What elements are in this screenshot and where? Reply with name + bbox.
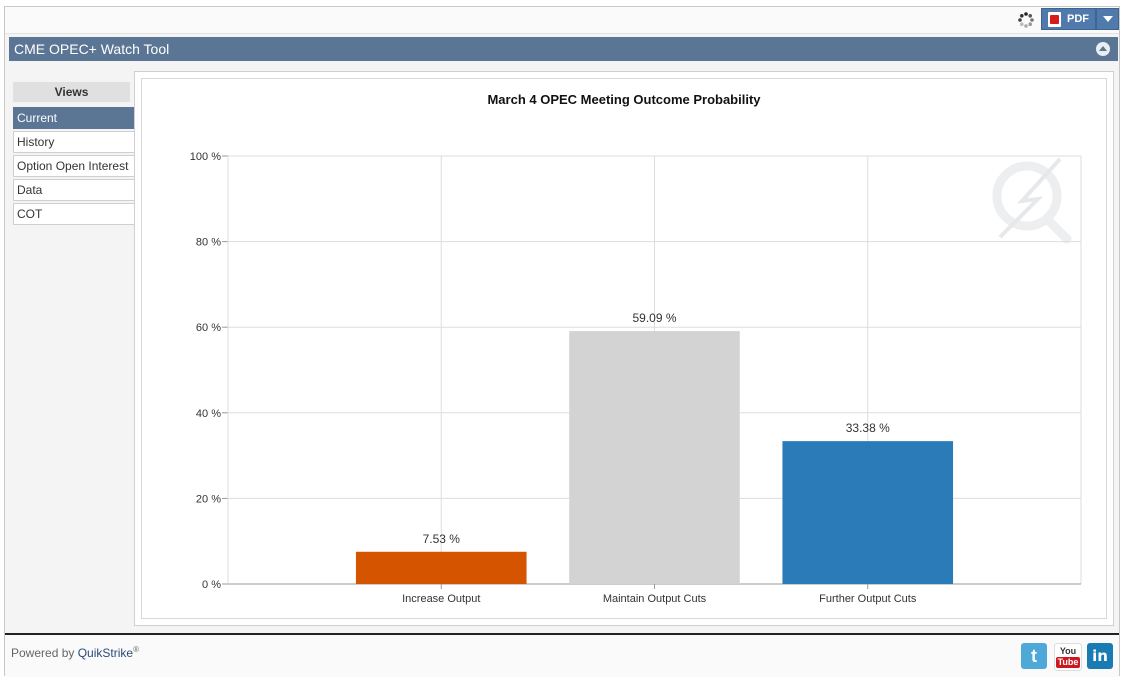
linkedin-icon[interactable]: in xyxy=(1087,643,1113,669)
bar xyxy=(569,331,740,584)
y-tick-label: 60 % xyxy=(196,322,221,334)
views-nav: Current History Option Open Interest Dat… xyxy=(13,107,135,227)
probability-chart: March 4 OPEC Meeting Outcome Probability… xyxy=(190,92,1082,605)
chart-bars: 7.53 % 59.09 % 33.38 % xyxy=(355,311,954,584)
tool-title: CME OPEC+ Watch Tool xyxy=(14,41,170,57)
quikstrike-watermark-icon xyxy=(992,157,1072,244)
nav-item-current[interactable]: Current xyxy=(13,107,135,129)
top-toolbar: PDF xyxy=(5,7,1119,34)
bar-value-label: 59.09 % xyxy=(632,311,676,325)
x-tick-label: Increase Output xyxy=(402,593,480,605)
nav-item-cot[interactable]: COT xyxy=(13,203,135,225)
powered-by-prefix: Powered by xyxy=(11,646,78,660)
collapse-button[interactable] xyxy=(1096,42,1110,56)
y-tick-label: 0 % xyxy=(202,579,221,591)
x-tick-label: Maintain Output Cuts xyxy=(603,593,707,605)
chevron-up-icon xyxy=(1099,46,1107,51)
nav-item-option-open-interest[interactable]: Option Open Interest xyxy=(13,155,135,177)
x-tick-label: Further Output Cuts xyxy=(819,593,917,605)
quikstrike-link[interactable]: QuikStrike xyxy=(77,646,134,660)
views-heading: Views xyxy=(13,82,130,102)
y-axis-labels: 0 % 20 % 40 % 60 % 80 % 100 % xyxy=(190,151,221,591)
bar-value-label: 7.53 % xyxy=(423,532,461,546)
y-tick-label: 100 % xyxy=(190,151,221,163)
pdf-file-icon xyxy=(1048,11,1061,27)
bar xyxy=(355,551,527,584)
bar xyxy=(782,441,954,584)
y-tick-label: 80 % xyxy=(196,237,221,249)
registered-mark: ® xyxy=(133,645,139,654)
chart-panel: March 4 OPEC Meeting Outcome Probability… xyxy=(134,71,1114,626)
pdf-options-dropdown-button[interactable] xyxy=(1096,8,1119,30)
linkedin-glyph: in xyxy=(1092,647,1108,665)
twitter-glyph: t xyxy=(1031,645,1037,666)
tool-title-bar: CME OPEC+ Watch Tool xyxy=(9,37,1118,61)
footer: Powered by QuikStrike® t You Tube in xyxy=(5,633,1119,677)
y-tick-label: 40 % xyxy=(196,408,221,420)
chart-title: March 4 OPEC Meeting Outcome Probability xyxy=(487,92,761,107)
chart-frame: March 4 OPEC Meeting Outcome Probability… xyxy=(141,78,1107,619)
nav-item-data[interactable]: Data xyxy=(13,179,135,201)
chevron-down-icon xyxy=(1102,16,1113,22)
y-tick-label: 20 % xyxy=(196,493,221,505)
x-axis-labels: Increase Output Maintain Output Cuts Furth… xyxy=(402,584,917,605)
youtube-you-text: You xyxy=(1059,645,1077,656)
pdf-button-label: PDF xyxy=(1067,13,1089,25)
twitter-icon[interactable]: t xyxy=(1021,643,1047,669)
app-frame: PDF CME OPEC+ Watch Tool Views Current H… xyxy=(4,6,1120,677)
youtube-tube-text: Tube xyxy=(1055,656,1081,668)
loading-spinner-icon xyxy=(1018,12,1034,28)
youtube-icon[interactable]: You Tube xyxy=(1054,643,1082,671)
pdf-export-button[interactable]: PDF xyxy=(1041,8,1096,30)
bar-value-label: 33.38 % xyxy=(846,421,890,435)
powered-by-text: Powered by QuikStrike® xyxy=(11,645,139,660)
nav-item-history[interactable]: History xyxy=(13,131,135,153)
